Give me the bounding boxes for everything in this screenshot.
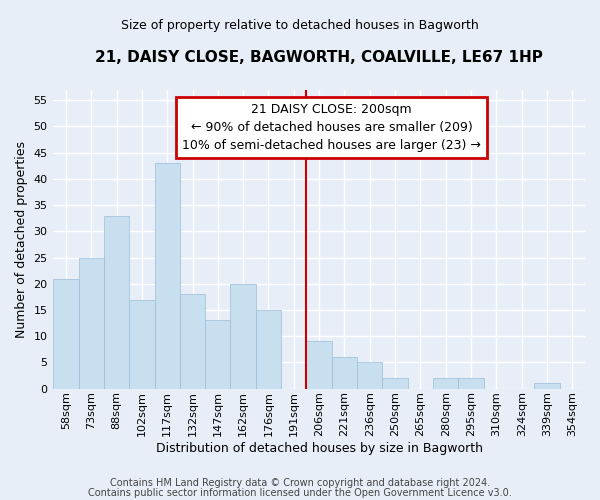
Bar	[205, 320, 230, 388]
Bar	[53, 278, 79, 388]
Bar	[433, 378, 458, 388]
Bar	[104, 216, 129, 388]
Bar	[180, 294, 205, 388]
Bar	[357, 362, 382, 388]
Bar	[332, 357, 357, 388]
X-axis label: Distribution of detached houses by size in Bagworth: Distribution of detached houses by size …	[155, 442, 482, 455]
Text: 21 DAISY CLOSE: 200sqm
← 90% of detached houses are smaller (209)
10% of semi-de: 21 DAISY CLOSE: 200sqm ← 90% of detached…	[182, 103, 481, 152]
Bar	[256, 310, 281, 388]
Bar	[307, 342, 332, 388]
Bar	[129, 300, 155, 388]
Title: 21, DAISY CLOSE, BAGWORTH, COALVILLE, LE67 1HP: 21, DAISY CLOSE, BAGWORTH, COALVILLE, LE…	[95, 50, 543, 65]
Bar	[230, 284, 256, 389]
Bar	[382, 378, 408, 388]
Bar	[155, 163, 180, 388]
Y-axis label: Number of detached properties: Number of detached properties	[15, 140, 28, 338]
Bar	[79, 258, 104, 388]
Bar	[458, 378, 484, 388]
Text: Contains HM Land Registry data © Crown copyright and database right 2024.: Contains HM Land Registry data © Crown c…	[110, 478, 490, 488]
Bar	[535, 384, 560, 388]
Text: Contains public sector information licensed under the Open Government Licence v3: Contains public sector information licen…	[88, 488, 512, 498]
Text: Size of property relative to detached houses in Bagworth: Size of property relative to detached ho…	[121, 20, 479, 32]
